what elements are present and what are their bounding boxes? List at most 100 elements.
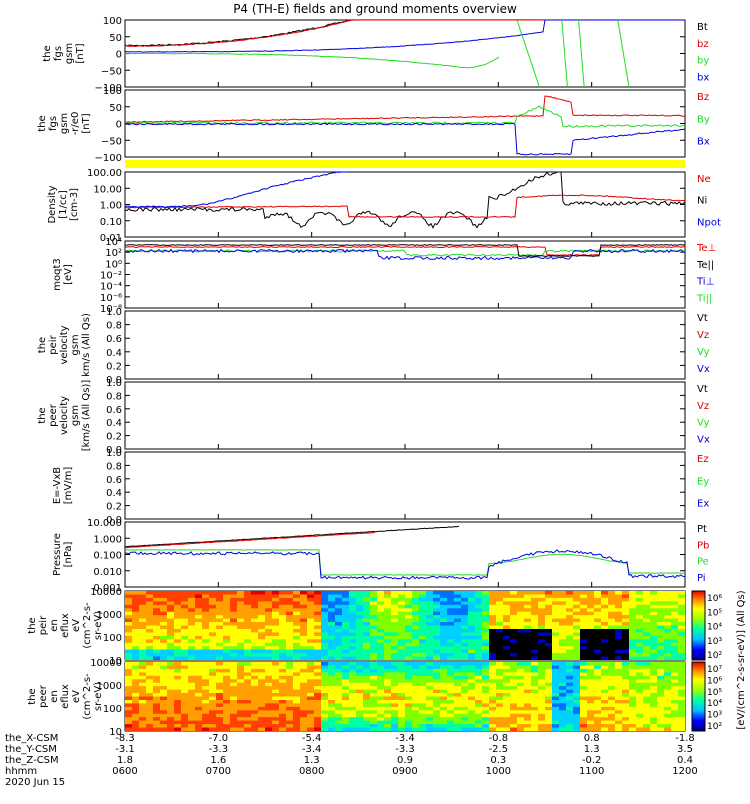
spectrogram-cell bbox=[489, 682, 497, 687]
spectrogram-cell bbox=[629, 615, 637, 620]
spectrogram-cell bbox=[440, 717, 448, 722]
spectrogram-cell bbox=[482, 611, 490, 616]
spectrogram-cell bbox=[216, 727, 224, 731]
spectrogram-cell bbox=[636, 632, 644, 637]
spectrogram-cell bbox=[678, 618, 685, 623]
spectrogram-cell bbox=[384, 675, 392, 680]
spectrogram-cell bbox=[349, 646, 357, 651]
spectrogram-cell bbox=[503, 724, 511, 729]
spectrogram-cell bbox=[489, 604, 497, 609]
spectrogram-cell bbox=[524, 717, 532, 722]
spectrogram-cell bbox=[468, 689, 476, 694]
spectrogram-cell bbox=[342, 675, 350, 680]
spectrogram-cell bbox=[398, 696, 406, 701]
spectrogram-cell bbox=[608, 686, 616, 691]
spectrogram-cell bbox=[384, 703, 392, 708]
spectrogram-cell bbox=[531, 665, 539, 670]
spectrogram-cell bbox=[678, 662, 685, 666]
spectrogram-cell bbox=[153, 713, 161, 718]
series-Pb bbox=[125, 531, 376, 549]
spectrogram-cell bbox=[244, 597, 252, 602]
spectrogram-cell bbox=[321, 662, 329, 666]
spectrogram-cell bbox=[608, 629, 616, 633]
spectrogram-cell bbox=[195, 615, 203, 620]
spectrogram-cell bbox=[447, 682, 455, 687]
spectrogram-cell bbox=[573, 615, 581, 620]
spectrogram-cell bbox=[608, 672, 616, 677]
spectrogram-cell bbox=[384, 625, 392, 630]
spectrogram-cell bbox=[657, 717, 665, 722]
spectrogram-cell bbox=[412, 632, 420, 637]
spectrogram-cell bbox=[139, 622, 147, 626]
spectrogram-cell bbox=[503, 679, 511, 684]
spectrogram-cell bbox=[587, 601, 595, 606]
spectrogram-cell bbox=[517, 591, 525, 595]
spectrogram-cell bbox=[349, 703, 357, 708]
spectrogram-cell bbox=[475, 710, 483, 715]
spectrogram-cell bbox=[300, 597, 308, 602]
spectrogram-cell bbox=[279, 668, 287, 673]
spectrogram-cell bbox=[405, 682, 413, 687]
spectrogram-cell bbox=[482, 706, 490, 711]
spectrogram-cell bbox=[615, 639, 623, 644]
spectrogram-cell bbox=[202, 693, 210, 697]
y-axis-label: Density[1/cc][cm-3] bbox=[47, 185, 80, 223]
spectrogram-cell bbox=[650, 646, 658, 651]
spectrogram-cell bbox=[167, 625, 175, 630]
spectrogram-cell bbox=[300, 639, 308, 644]
spectrogram-cell bbox=[461, 656, 469, 660]
spectrogram-cell bbox=[468, 622, 476, 626]
y-tick-label: 0.4 bbox=[106, 348, 122, 359]
spectrogram-cell bbox=[531, 604, 539, 609]
spectrogram-cell bbox=[335, 642, 343, 647]
spectrogram-cell bbox=[447, 703, 455, 708]
spectrogram-cell bbox=[202, 703, 210, 708]
spectrogram-cell bbox=[335, 646, 343, 651]
spectrogram-cell bbox=[216, 720, 224, 725]
spectrogram-cell bbox=[538, 675, 546, 680]
spectrogram-cell bbox=[125, 604, 133, 609]
spectrogram-cell bbox=[244, 706, 252, 711]
spectrogram-cell bbox=[321, 672, 329, 677]
spectrogram-cell bbox=[454, 675, 462, 680]
spectrogram-cell bbox=[594, 625, 602, 630]
spectrogram-cell bbox=[650, 696, 658, 701]
spectrogram-cell bbox=[279, 720, 287, 725]
spectrogram-cell bbox=[405, 635, 413, 640]
spectrogram-cell bbox=[377, 656, 385, 660]
spectrogram-cell bbox=[230, 591, 238, 595]
spectrogram-cell bbox=[286, 724, 294, 729]
spectrogram-cell bbox=[566, 622, 574, 626]
spectrogram-cell bbox=[531, 642, 539, 647]
spectrogram-cell bbox=[202, 635, 210, 640]
y-tick-label: 0.2 bbox=[106, 432, 122, 443]
spectrogram-cell bbox=[342, 618, 350, 623]
spectrogram-cell bbox=[391, 662, 399, 666]
spectrogram-cell bbox=[664, 689, 672, 694]
y-tick-label: 0.6 bbox=[106, 475, 122, 486]
spectrogram-cell bbox=[468, 629, 476, 633]
spectrogram-cell bbox=[349, 689, 357, 694]
spectrogram-cell bbox=[279, 618, 287, 623]
spectrogram-cell bbox=[573, 672, 581, 677]
spectrogram-cell bbox=[587, 625, 595, 630]
spectrogram-cell bbox=[587, 665, 595, 670]
spectrogram-cell bbox=[510, 653, 518, 658]
spectrogram-cell bbox=[363, 706, 371, 711]
spectrogram-cell bbox=[510, 668, 518, 673]
spectrogram-cell bbox=[132, 672, 140, 677]
spectrogram-cell bbox=[223, 706, 231, 711]
spectrogram-cell bbox=[146, 653, 154, 658]
spectrogram-cell bbox=[328, 672, 336, 677]
spectrogram-cell bbox=[125, 649, 133, 654]
spectrogram-cell bbox=[524, 597, 532, 602]
spectrogram-cell bbox=[636, 717, 644, 722]
spectrogram-cell bbox=[650, 682, 658, 687]
spectrogram-cell bbox=[545, 635, 553, 640]
spectrogram-cell bbox=[601, 608, 609, 613]
spectrogram-cell bbox=[230, 710, 238, 715]
spectrogram-cell bbox=[209, 611, 217, 616]
spectrogram-cell bbox=[244, 717, 252, 722]
y-axis-label-line: [cm-3] bbox=[69, 188, 80, 221]
spectrogram-cell bbox=[447, 604, 455, 609]
